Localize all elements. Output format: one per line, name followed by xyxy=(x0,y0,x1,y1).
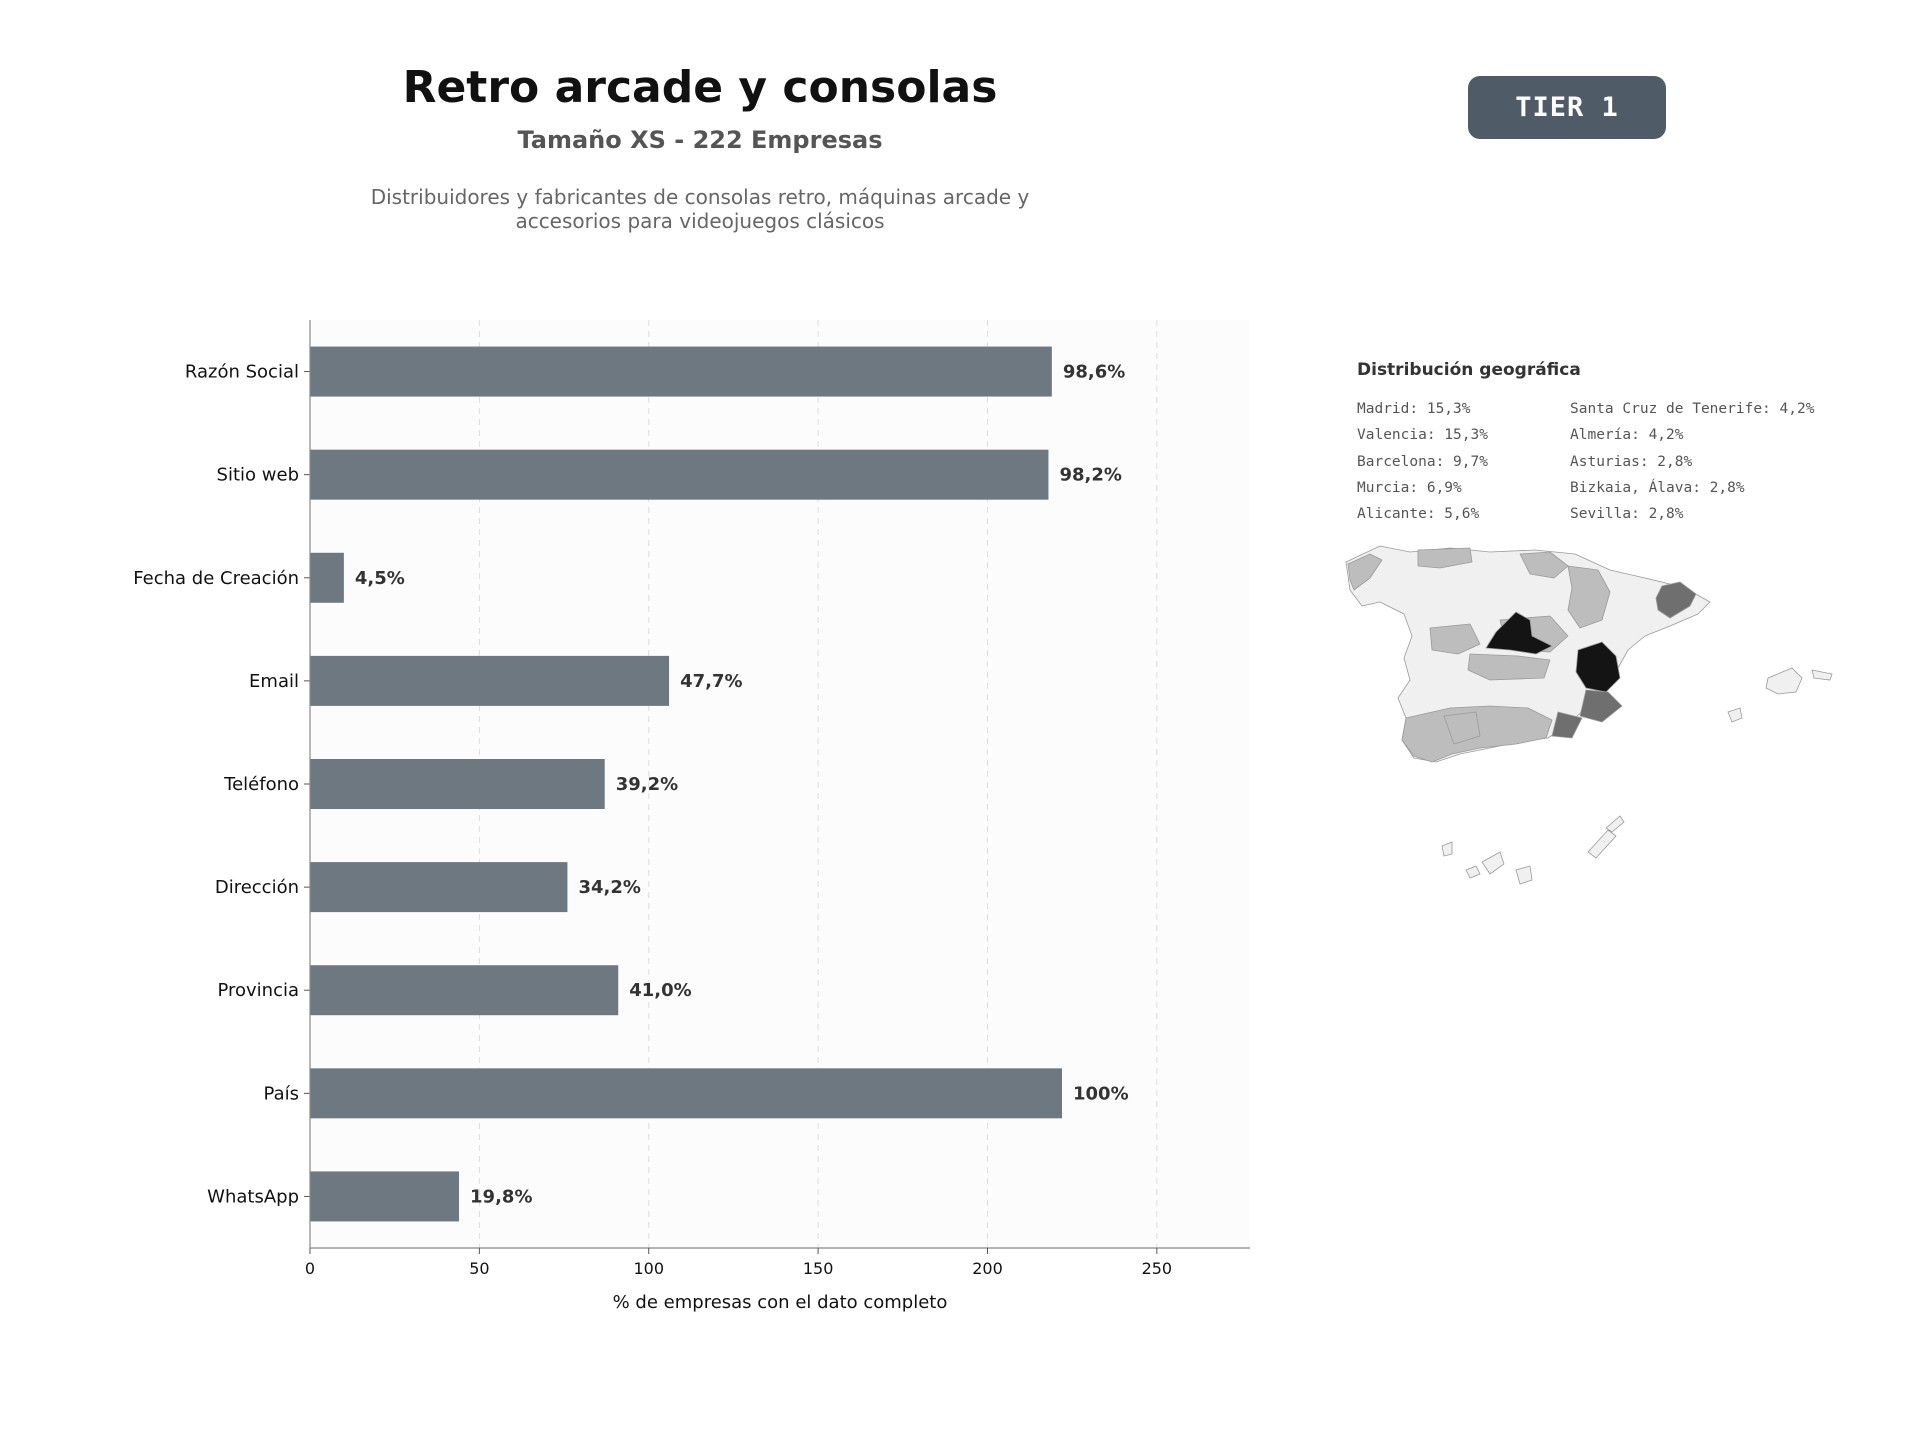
x-tick-label: 200 xyxy=(972,1259,1003,1278)
map-canary-4 xyxy=(1515,865,1533,885)
map-menorca xyxy=(1811,669,1833,681)
geo-entry: Asturias: 2,8% xyxy=(1570,453,1693,470)
map-ibiza xyxy=(1727,707,1743,723)
map-toledo-low xyxy=(1467,653,1551,681)
y-tick-label: Razón Social xyxy=(185,362,299,383)
map-asturias xyxy=(1417,547,1473,569)
map-canary-1 xyxy=(1441,841,1453,857)
x-tick-label: 0 xyxy=(305,1259,315,1278)
bar xyxy=(310,862,568,913)
x-axis-label: % de empresas con el dato completo xyxy=(613,1292,948,1313)
y-tick-label: Dirección xyxy=(215,877,299,898)
map-bizkaia-alava xyxy=(1519,551,1569,579)
map-valencia xyxy=(1575,641,1621,693)
geo-entry: Alicante: 5,6% xyxy=(1357,506,1480,523)
map-canary-2 xyxy=(1465,865,1481,879)
map-madrid xyxy=(1485,611,1553,655)
y-tick-label: Sitio web xyxy=(217,465,299,486)
y-tick-label: Email xyxy=(249,671,299,692)
map-aragon-low xyxy=(1567,565,1611,629)
map-canary-6 xyxy=(1605,815,1625,833)
bar xyxy=(310,655,670,706)
tier-badge: TIER 1 xyxy=(1468,76,1666,139)
spain-province-map xyxy=(1345,545,1833,885)
y-tick-label: País xyxy=(264,1083,299,1104)
map-canary-5 xyxy=(1587,829,1617,859)
map-west-low xyxy=(1429,623,1481,655)
bar xyxy=(310,346,1052,397)
geo-entry: Almería: 4,2% xyxy=(1570,427,1684,444)
x-tick-label: 150 xyxy=(803,1259,834,1278)
data-label: 19,8% xyxy=(470,1186,532,1207)
x-tick-label: 250 xyxy=(1142,1259,1173,1278)
bar xyxy=(310,759,605,809)
data-label: 100% xyxy=(1073,1083,1129,1104)
map-galicia-edge xyxy=(1347,553,1383,591)
bar xyxy=(310,1068,1062,1119)
geo-list-right: Santa Cruz de Tenerife: 4,2% Almería: 4,… xyxy=(1570,396,1814,527)
page-description: Distribuidores y fabricantes de consolas… xyxy=(370,185,1030,233)
data-label: 34,2% xyxy=(578,877,640,898)
map-mallorca xyxy=(1765,667,1803,695)
map-canary-3 xyxy=(1481,851,1505,875)
geo-entry: Santa Cruz de Tenerife: 4,2% xyxy=(1570,401,1815,417)
geo-title: Distribución geográfica xyxy=(1357,360,1581,380)
data-label: 4,5% xyxy=(355,568,405,589)
x-tick-label: 50 xyxy=(469,1259,489,1278)
geo-entry: Valencia: 15,3% xyxy=(1357,427,1488,444)
bar xyxy=(310,1171,460,1222)
data-label: 47,7% xyxy=(680,671,742,692)
bar xyxy=(310,552,344,603)
bar xyxy=(310,965,619,1016)
y-tick-label: Provincia xyxy=(217,980,299,1001)
geo-entry: Bizkaia, Álava: 2,8% xyxy=(1570,479,1745,496)
y-tick-label: Teléfono xyxy=(223,774,299,795)
data-label: 98,2% xyxy=(1059,465,1121,486)
page-subtitle: Tamaño XS - 222 Empresas xyxy=(517,126,883,154)
map-murcia xyxy=(1551,711,1583,739)
geo-list-left: Madrid: 15,3% Valencia: 15,3% Barcelona:… xyxy=(1357,396,1488,527)
geo-entry: Sevilla: 2,8% xyxy=(1570,506,1684,523)
map-sevilla xyxy=(1443,711,1481,745)
map-barcelona xyxy=(1655,581,1697,619)
map-alicante xyxy=(1579,689,1623,723)
data-label: 98,6% xyxy=(1063,362,1125,383)
bar xyxy=(310,449,1049,500)
y-tick-label: Fecha de Creación xyxy=(133,568,299,589)
page-title: Retro arcade y consolas xyxy=(402,62,998,113)
y-tick-label: WhatsApp xyxy=(207,1186,299,1207)
data-label: 41,0% xyxy=(629,980,691,1001)
geo-entry: Barcelona: 9,7% xyxy=(1357,453,1488,470)
geo-entry: Madrid: 15,3% xyxy=(1357,401,1471,417)
data-label: 39,2% xyxy=(616,774,678,795)
geo-entry: Murcia: 6,9% xyxy=(1357,479,1462,496)
x-tick-label: 100 xyxy=(633,1259,664,1278)
